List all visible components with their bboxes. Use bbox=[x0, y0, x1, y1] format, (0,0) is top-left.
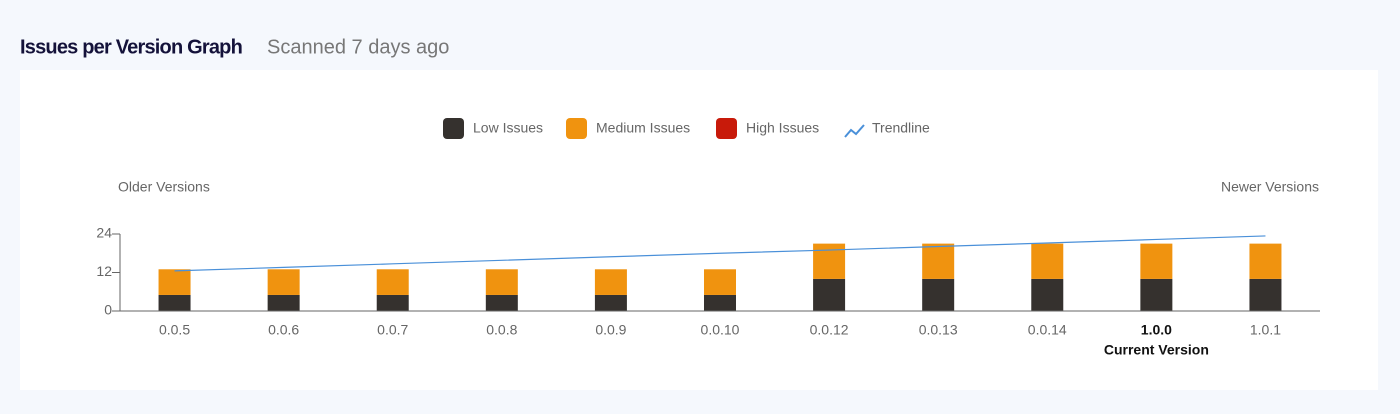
x-tick-label: 0.0.10 bbox=[701, 322, 740, 338]
bar-segment bbox=[813, 243, 846, 279]
x-tick-label: 1.0.0 bbox=[1141, 322, 1172, 338]
legend-swatch bbox=[443, 118, 464, 139]
y-tick-label: 0 bbox=[104, 302, 112, 318]
bar-segment bbox=[704, 294, 736, 311]
bar-segment bbox=[813, 278, 846, 311]
legend-label: High Issues bbox=[746, 120, 819, 136]
annotation: Older Versions bbox=[118, 179, 210, 195]
bar-segment bbox=[485, 294, 518, 311]
legend-swatch bbox=[566, 118, 587, 139]
y-tick-label: 24 bbox=[96, 225, 112, 241]
subtitle: Scanned 7 days ago bbox=[267, 36, 449, 58]
x-tick-label: 0.0.12 bbox=[810, 322, 849, 338]
bar-segment bbox=[594, 269, 627, 295]
bar-segment bbox=[376, 269, 409, 295]
bar-segment bbox=[922, 243, 955, 279]
bar-segment bbox=[158, 269, 191, 295]
annotation: Newer Versions bbox=[1221, 179, 1319, 195]
legend-swatch bbox=[716, 118, 737, 139]
legend-label: Medium Issues bbox=[596, 120, 690, 136]
x-tick-label: 0.0.9 bbox=[595, 322, 626, 338]
bar-segment bbox=[158, 294, 191, 311]
trendline bbox=[174, 235, 1266, 272]
bar-segment bbox=[1140, 243, 1173, 279]
bar-segment bbox=[267, 269, 300, 295]
bar-segment bbox=[1249, 278, 1282, 311]
x-tick-label: 0.0.6 bbox=[268, 322, 299, 338]
legend-label: Low Issues bbox=[473, 120, 543, 136]
current-label: Current Version bbox=[1104, 342, 1209, 358]
bar-segment bbox=[1031, 243, 1064, 279]
bar-segment bbox=[1249, 243, 1282, 279]
legend-label: Trendline bbox=[872, 120, 930, 136]
x-tick-label: 1.0.1 bbox=[1250, 322, 1281, 338]
bar-segment bbox=[485, 269, 518, 295]
x-tick-label: 0.0.8 bbox=[486, 322, 517, 338]
y-tick-label: 12 bbox=[96, 263, 112, 279]
bar-segment bbox=[594, 294, 627, 311]
bar-segment bbox=[704, 269, 736, 295]
bar-segment bbox=[1031, 278, 1064, 311]
x-tick-label: 0.0.7 bbox=[377, 322, 408, 338]
bar-segment bbox=[376, 294, 409, 311]
x-tick-label: 0.0.5 bbox=[159, 322, 190, 338]
bar-segment bbox=[1140, 278, 1173, 311]
x-tick-label: 0.0.13 bbox=[919, 322, 958, 338]
page-title: Issues per Version Graph bbox=[20, 36, 242, 58]
bar-segment bbox=[922, 278, 955, 311]
legend-icon bbox=[844, 124, 865, 138]
x-tick-label: 0.0.14 bbox=[1028, 322, 1067, 338]
bar-segment bbox=[267, 294, 300, 311]
card bbox=[20, 70, 1378, 390]
